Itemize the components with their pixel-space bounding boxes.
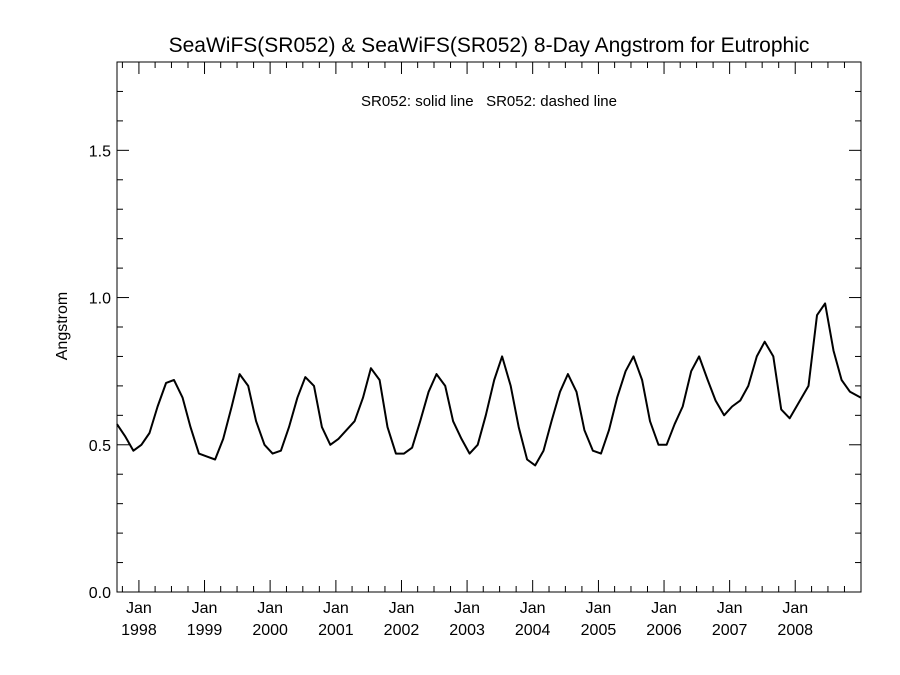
x-tick-year-label: 2002 bbox=[384, 622, 420, 639]
plot-frame bbox=[116, 61, 862, 593]
x-tick-year-label: 2004 bbox=[515, 622, 551, 639]
x-tick-year-label: 2005 bbox=[581, 622, 617, 639]
x-tick-year-label: 2000 bbox=[252, 622, 288, 639]
x-tick-month-label: Jan bbox=[192, 600, 218, 617]
x-tick-year-label: 2001 bbox=[318, 622, 354, 639]
x-tick-year-label: 1999 bbox=[187, 622, 223, 639]
y-tick-label: 0.0 bbox=[89, 585, 111, 602]
x-tick-year-label: 2006 bbox=[646, 622, 682, 639]
x-tick-month-label: Jan bbox=[651, 600, 677, 617]
x-tick-month-label: Jan bbox=[782, 600, 808, 617]
x-tick-year-label: 1998 bbox=[121, 622, 157, 639]
x-tick-month-label: Jan bbox=[389, 600, 415, 617]
x-tick-year-label: 2007 bbox=[712, 622, 748, 639]
x-tick-month-label: Jan bbox=[257, 600, 283, 617]
x-tick-month-label: Jan bbox=[454, 600, 480, 617]
x-tick-month-label: Jan bbox=[520, 600, 546, 617]
x-tick-month-label: Jan bbox=[717, 600, 743, 617]
series-layer bbox=[116, 302, 862, 467]
y-axis-label: Angstrom bbox=[54, 292, 71, 360]
legend-text: SR052: solid line SR052: dashed line bbox=[361, 93, 617, 110]
y-tick-label: 1.0 bbox=[89, 291, 111, 308]
chart-title: SeaWiFS(SR052) & SeaWiFS(SR052) 8-Day An… bbox=[169, 34, 810, 57]
y-tick-label: 0.5 bbox=[89, 438, 111, 455]
x-tick-year-label: 2008 bbox=[777, 622, 813, 639]
x-tick-month-label: Jan bbox=[323, 600, 349, 617]
x-axis: Jan 1998 Jan 1999 Jan 2000 Jan 2001 Jan 2002 Jan 20… bbox=[121, 62, 862, 639]
x-tick-month-label: Jan bbox=[126, 600, 152, 617]
y-axis: 0.0 0.5 1.0 1.5 bbox=[89, 61, 861, 602]
x-tick-year-label: 2003 bbox=[449, 622, 485, 639]
series-line-1 bbox=[116, 302, 862, 467]
y-tick-label: 1.5 bbox=[89, 143, 111, 160]
x-tick-month-label: Jan bbox=[586, 600, 612, 617]
